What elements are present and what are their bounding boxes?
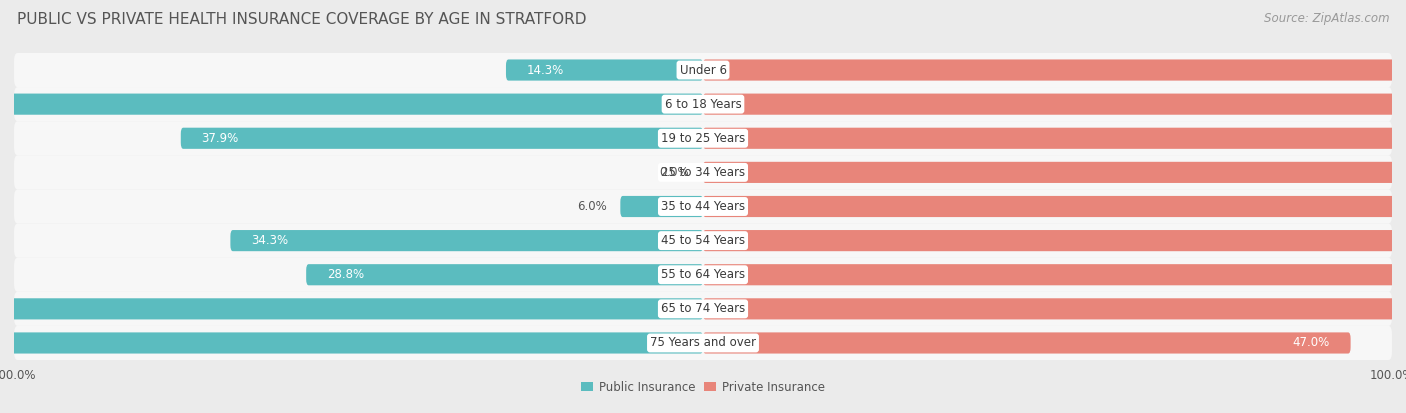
FancyBboxPatch shape	[14, 155, 1392, 190]
Legend: Public Insurance, Private Insurance: Public Insurance, Private Insurance	[576, 376, 830, 399]
FancyBboxPatch shape	[703, 162, 1406, 183]
Text: 25 to 34 Years: 25 to 34 Years	[661, 166, 745, 179]
Text: 19 to 25 Years: 19 to 25 Years	[661, 132, 745, 145]
FancyBboxPatch shape	[307, 264, 703, 285]
Text: PUBLIC VS PRIVATE HEALTH INSURANCE COVERAGE BY AGE IN STRATFORD: PUBLIC VS PRIVATE HEALTH INSURANCE COVER…	[17, 12, 586, 27]
FancyBboxPatch shape	[14, 292, 1392, 326]
FancyBboxPatch shape	[506, 59, 703, 81]
FancyBboxPatch shape	[703, 128, 1406, 149]
Text: 0.0%: 0.0%	[659, 166, 689, 179]
FancyBboxPatch shape	[0, 332, 703, 354]
Text: 6.0%: 6.0%	[576, 200, 606, 213]
Text: Under 6: Under 6	[679, 64, 727, 76]
FancyBboxPatch shape	[0, 94, 703, 115]
FancyBboxPatch shape	[14, 87, 1392, 121]
Text: 75 Years and over: 75 Years and over	[650, 337, 756, 349]
Text: 35 to 44 Years: 35 to 44 Years	[661, 200, 745, 213]
FancyBboxPatch shape	[620, 196, 703, 217]
Text: 28.8%: 28.8%	[326, 268, 364, 281]
FancyBboxPatch shape	[14, 53, 1392, 87]
FancyBboxPatch shape	[703, 332, 1351, 354]
Text: 65 to 74 Years: 65 to 74 Years	[661, 302, 745, 316]
FancyBboxPatch shape	[14, 258, 1392, 292]
FancyBboxPatch shape	[14, 121, 1392, 155]
Text: 37.9%: 37.9%	[201, 132, 239, 145]
Text: 6 to 18 Years: 6 to 18 Years	[665, 97, 741, 111]
FancyBboxPatch shape	[703, 59, 1406, 81]
Text: 55 to 64 Years: 55 to 64 Years	[661, 268, 745, 281]
FancyBboxPatch shape	[703, 264, 1406, 285]
FancyBboxPatch shape	[181, 128, 703, 149]
FancyBboxPatch shape	[703, 230, 1406, 251]
FancyBboxPatch shape	[703, 196, 1406, 217]
FancyBboxPatch shape	[703, 298, 1406, 319]
Text: 34.3%: 34.3%	[252, 234, 288, 247]
Text: 14.3%: 14.3%	[527, 64, 564, 76]
Text: 45 to 54 Years: 45 to 54 Years	[661, 234, 745, 247]
FancyBboxPatch shape	[703, 94, 1406, 115]
FancyBboxPatch shape	[14, 190, 1392, 223]
FancyBboxPatch shape	[14, 223, 1392, 258]
Text: Source: ZipAtlas.com: Source: ZipAtlas.com	[1264, 12, 1389, 25]
Text: 47.0%: 47.0%	[1292, 337, 1330, 349]
FancyBboxPatch shape	[14, 326, 1392, 360]
FancyBboxPatch shape	[0, 298, 703, 319]
FancyBboxPatch shape	[231, 230, 703, 251]
